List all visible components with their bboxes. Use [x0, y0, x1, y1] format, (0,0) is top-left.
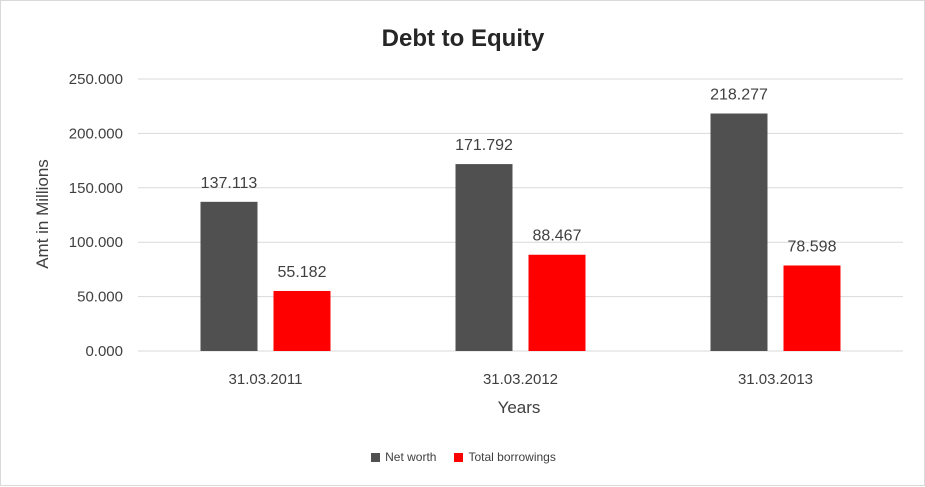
gridlines [138, 78, 903, 352]
y-tick-label: 150.000 [69, 180, 123, 197]
data-label: 55.182 [278, 264, 327, 281]
y-tick-label: 200.000 [69, 125, 123, 142]
legend-item: Total borrowings [454, 450, 556, 464]
legend-item: Net worth [371, 450, 436, 464]
x-tick-label: 31.03.2011 [229, 371, 303, 388]
data-label: 78.598 [788, 238, 837, 255]
bar-net-worth [455, 164, 513, 351]
data-label: 88.467 [533, 228, 582, 245]
x-axis-title: Years [498, 398, 541, 417]
bar-total-borrowings [528, 254, 586, 351]
chart-title: Debt to Equity [382, 25, 545, 52]
bars [200, 113, 841, 352]
data-label: 137.113 [201, 175, 258, 192]
bar-net-worth [710, 113, 768, 352]
y-tick-label: 0.000 [85, 343, 123, 360]
legend-label: Net worth [385, 450, 437, 464]
data-label: 171.792 [455, 137, 513, 154]
y-tick-label: 50.000 [77, 289, 123, 306]
y-axis-ticks: 0.000 50.000 100.000 150.000 200.000 250.000 [69, 71, 123, 360]
legend-label: Total borrowings [468, 450, 556, 464]
legend-swatch [454, 452, 464, 462]
legend-swatch [371, 452, 381, 462]
data-label: 218.277 [710, 87, 768, 104]
bar-total-borrowings [273, 290, 331, 351]
legend: Net worth Total borrowings [1, 450, 925, 464]
bar-total-borrowings [783, 265, 841, 351]
x-axis-ticks: 31.03.2011 31.03.2012 31.03.2013 [229, 371, 814, 388]
y-tick-label: 250.000 [69, 71, 123, 88]
bar-net-worth [200, 201, 258, 351]
y-axis-title: Amt in Millions [33, 159, 52, 269]
data-labels: 137.113 55.182 171.792 88.467 218.277 78.598 [201, 87, 837, 281]
y-tick-label: 100.000 [69, 234, 123, 251]
x-tick-label: 31.03.2013 [738, 371, 813, 388]
x-tick-label: 31.03.2012 [483, 371, 558, 388]
